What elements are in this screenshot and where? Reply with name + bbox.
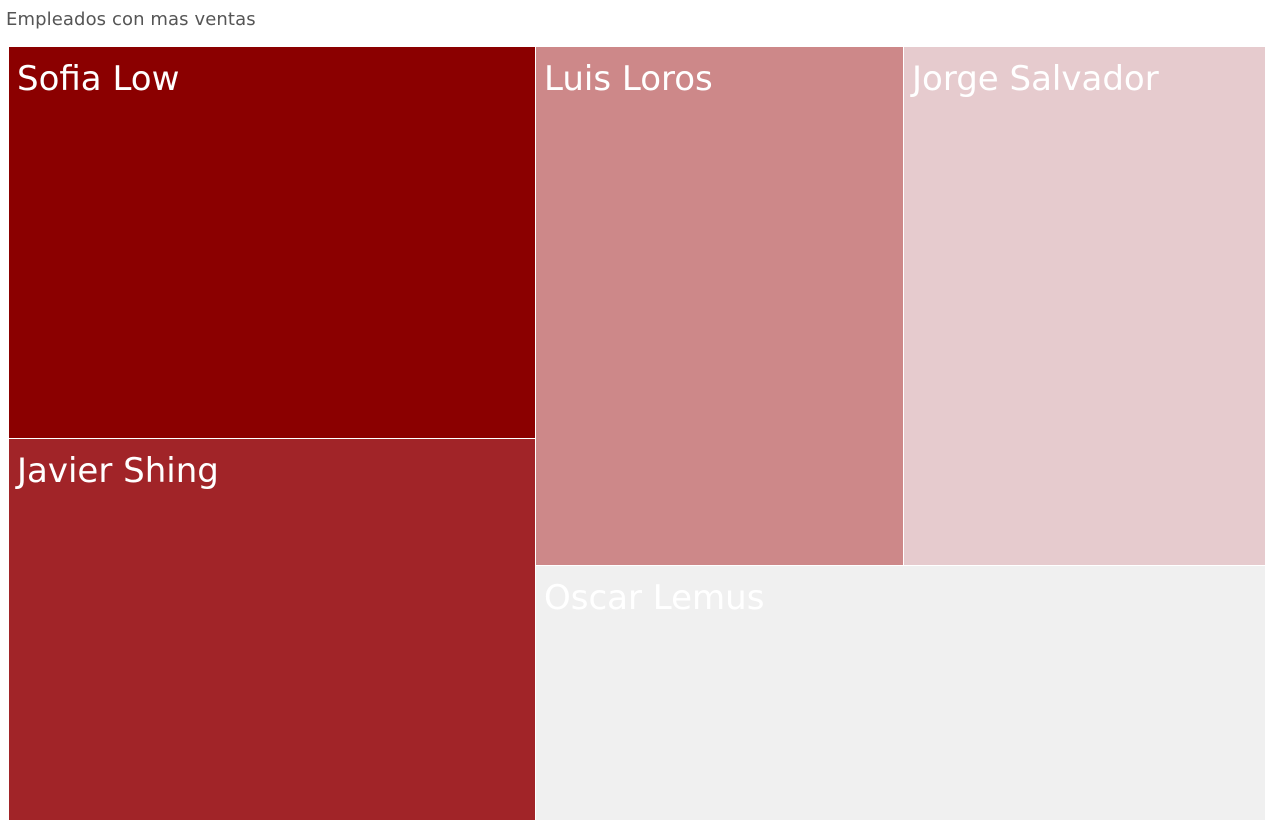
- treemap-tile-label: Sofia Low: [17, 59, 180, 99]
- treemap-tile-label: Luis Loros: [544, 59, 713, 99]
- treemap-tile[interactable]: Javier Shing: [9, 439, 535, 820]
- treemap-tile[interactable]: Jorge Salvador: [904, 47, 1265, 565]
- treemap-tile[interactable]: Luis Loros: [536, 47, 903, 565]
- treemap-tile[interactable]: Oscar Lemus: [536, 566, 1265, 820]
- treemap-tile-label: Jorge Salvador: [912, 59, 1159, 99]
- treemap-tile-label: Javier Shing: [17, 451, 219, 491]
- treemap-tile-label: Oscar Lemus: [544, 578, 765, 618]
- chart-title: Empleados con mas ventas: [6, 9, 256, 30]
- treemap-tile[interactable]: Sofia Low: [9, 47, 535, 438]
